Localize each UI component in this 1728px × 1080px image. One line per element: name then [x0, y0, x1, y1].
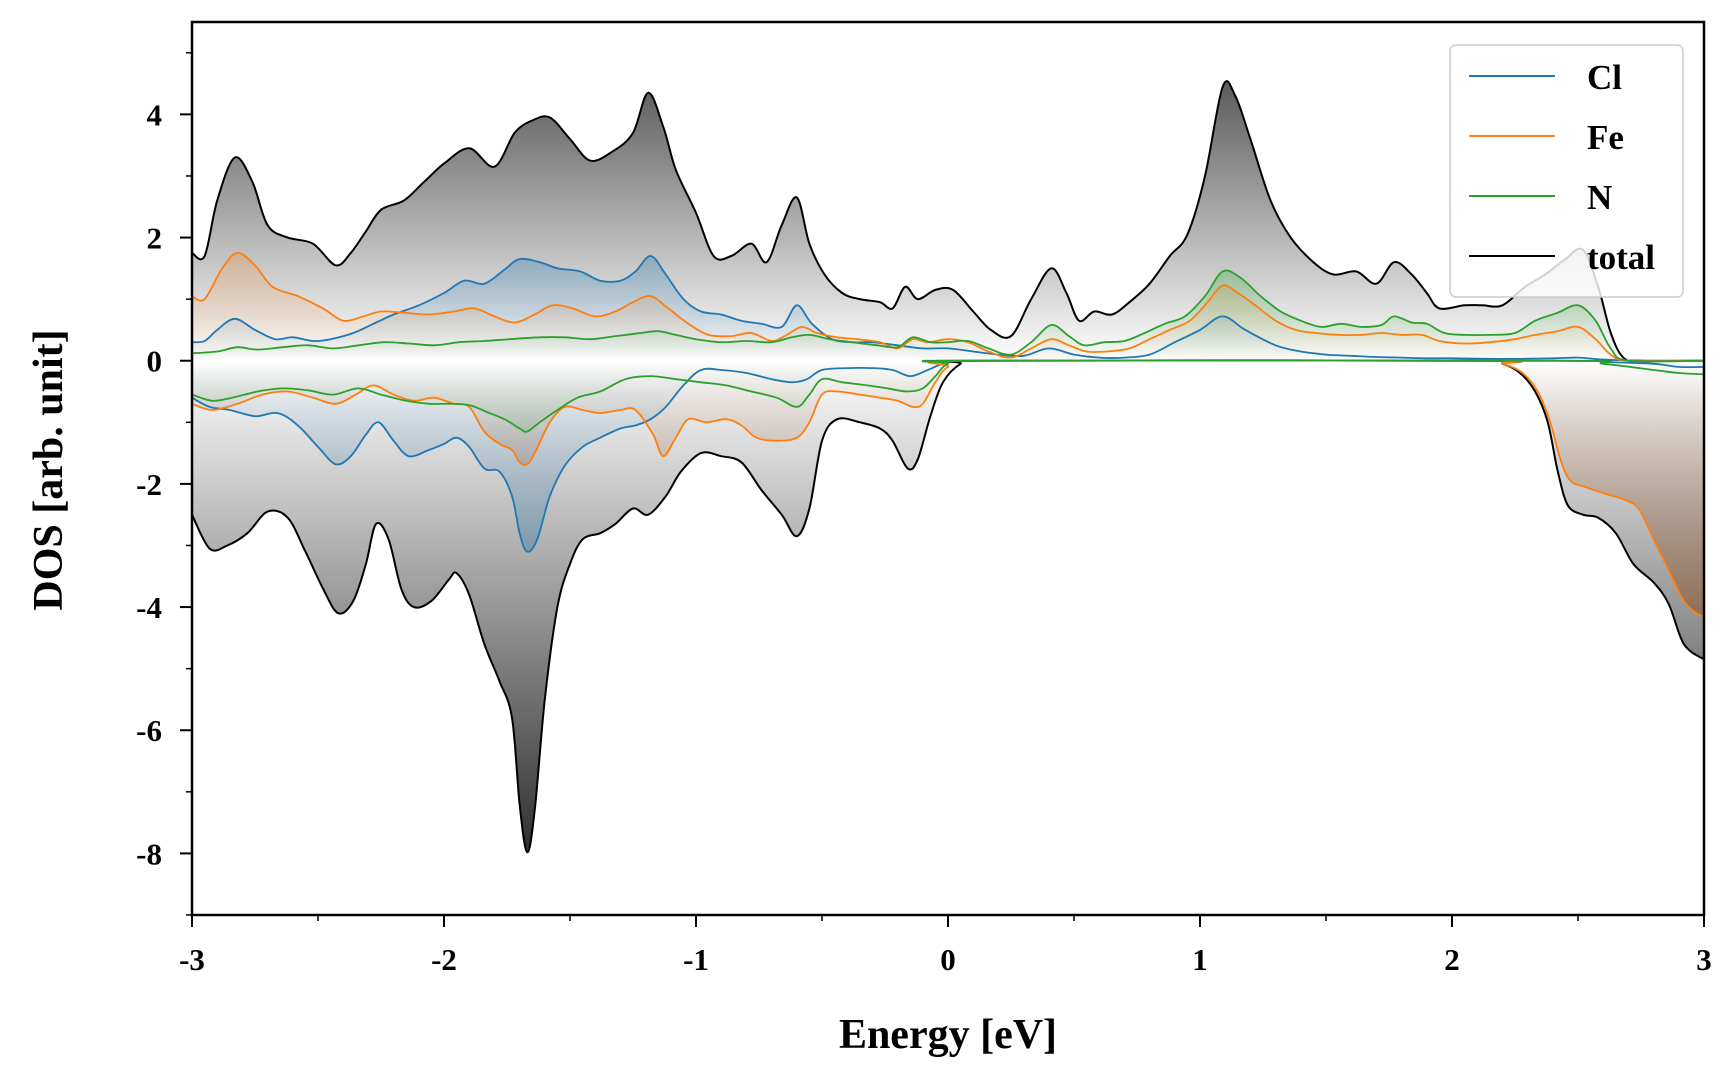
legend: Cl Fe N total — [1449, 44, 1684, 298]
legend-item-cl: Cl — [1469, 58, 1622, 97]
x-axis-ticks: -3 -2 -1 0 1 2 3 — [179, 915, 1712, 977]
x-axis-label: Energy [eV] — [839, 1012, 1057, 1058]
y-axis-ticks: -8 -6 -4 -2 0 2 4 — [136, 52, 192, 916]
legend-label-n: N — [1587, 178, 1612, 217]
fill-n-spin-down — [192, 360, 1704, 432]
legend-box — [1449, 44, 1684, 298]
y-axis-label: DOS [arb. unit] — [26, 329, 72, 610]
legend-label-fe: Fe — [1587, 118, 1624, 157]
x-tick-label: 1 — [1192, 942, 1208, 977]
y-tick-label: -8 — [136, 836, 162, 871]
line-fe-spin-down — [191, 359, 1705, 618]
fill-total-spin-down — [192, 360, 1704, 853]
x-tick-label: 3 — [1696, 942, 1712, 977]
dos-series-lines — [191, 80, 1705, 854]
x-tick-label: 0 — [940, 942, 956, 977]
y-tick-label: -4 — [136, 590, 162, 625]
x-tick-label: 2 — [1444, 942, 1460, 977]
y-tick-label: -6 — [136, 713, 162, 748]
y-tick-label: -2 — [136, 467, 162, 502]
line-total-spin-down — [191, 359, 1705, 854]
line-n-spin-up — [191, 269, 1705, 363]
legend-item-total: total — [1469, 238, 1655, 277]
legend-item-n: N — [1469, 178, 1612, 217]
y-tick-label: 0 — [147, 344, 163, 379]
line-cl-spin-up — [191, 255, 1705, 362]
fill-cl-spin-down — [192, 360, 1704, 552]
legend-label-total: total — [1587, 238, 1655, 277]
legend-label-cl: Cl — [1587, 58, 1622, 97]
x-tick-label: -3 — [179, 942, 205, 977]
line-fe-spin-up — [191, 252, 1705, 363]
line-total-spin-up — [191, 80, 1705, 362]
y-tick-label: 4 — [147, 97, 163, 132]
legend-item-fe: Fe — [1469, 118, 1624, 157]
fill-n-spin-up — [192, 270, 1704, 362]
line-n-spin-down — [191, 359, 1705, 433]
y-tick-label: 2 — [147, 221, 163, 256]
x-tick-label: -1 — [683, 942, 709, 977]
x-tick-label: -2 — [431, 942, 457, 977]
